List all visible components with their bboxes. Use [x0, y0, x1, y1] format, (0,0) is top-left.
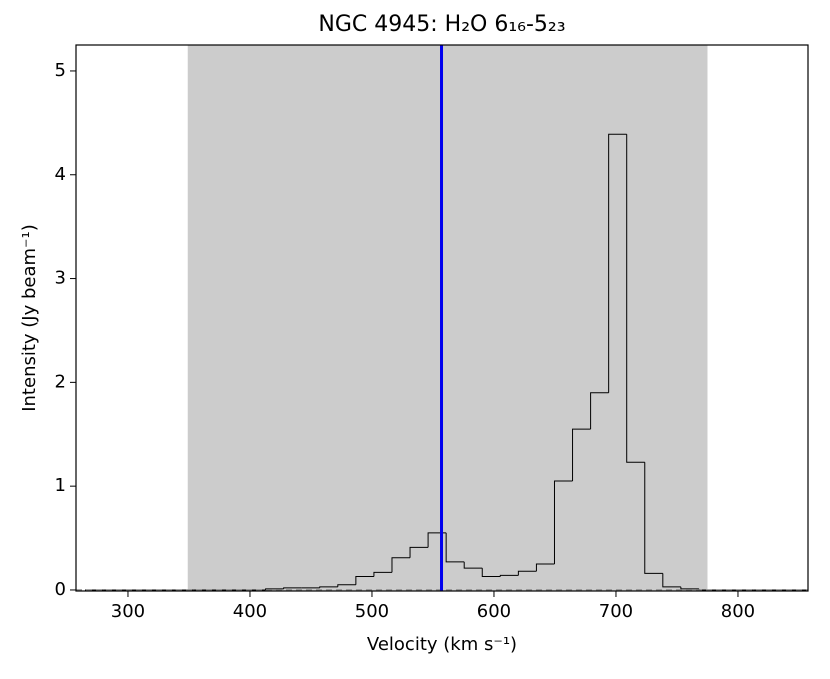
step-bin	[319, 586, 338, 588]
step-bin	[517, 570, 537, 576]
step-bin	[680, 586, 699, 590]
step-bin	[481, 568, 501, 577]
x-tick-label: 500	[355, 601, 389, 622]
shaded-span	[187, 45, 708, 591]
step-bin	[409, 546, 429, 558]
y-tick-label: 3	[55, 268, 66, 289]
step-bin	[463, 561, 483, 569]
x-tick-label: 300	[111, 601, 145, 622]
y-axis-label: Intensity (Jy beam⁻¹)	[19, 224, 40, 412]
step-bin	[608, 133, 627, 393]
step-bin	[553, 480, 573, 565]
step-bin	[355, 575, 374, 585]
step-bin	[373, 571, 392, 577]
y-tick-label: 4	[55, 164, 66, 185]
step-bin	[283, 587, 302, 589]
y-tick-label: 2	[55, 371, 66, 392]
step-bin	[572, 428, 591, 481]
step-bin	[662, 573, 681, 588]
y-tick-label: 5	[55, 60, 66, 81]
x-tick-label: 700	[599, 601, 633, 622]
plot-frame	[75, 44, 809, 592]
step-bin	[337, 584, 356, 587]
x-axis-label: Velocity (km s⁻¹)	[367, 634, 517, 655]
step-bin	[265, 588, 284, 590]
x-tick-label: 600	[477, 601, 511, 622]
step-bin	[535, 563, 555, 572]
x-tick-label: 400	[233, 601, 267, 622]
y-tick-label: 0	[55, 579, 66, 600]
chart-title: NGC 4945: H₂O 6₁₆-5₂₃	[318, 12, 565, 37]
step-bin	[626, 134, 645, 463]
x-tick-label: 800	[721, 601, 755, 622]
step-bin	[445, 532, 465, 563]
step-bin	[499, 574, 519, 577]
step-bin	[391, 557, 411, 573]
y-tick-label: 1	[55, 475, 66, 496]
step-bin	[590, 392, 609, 430]
step-bin	[644, 462, 663, 574]
